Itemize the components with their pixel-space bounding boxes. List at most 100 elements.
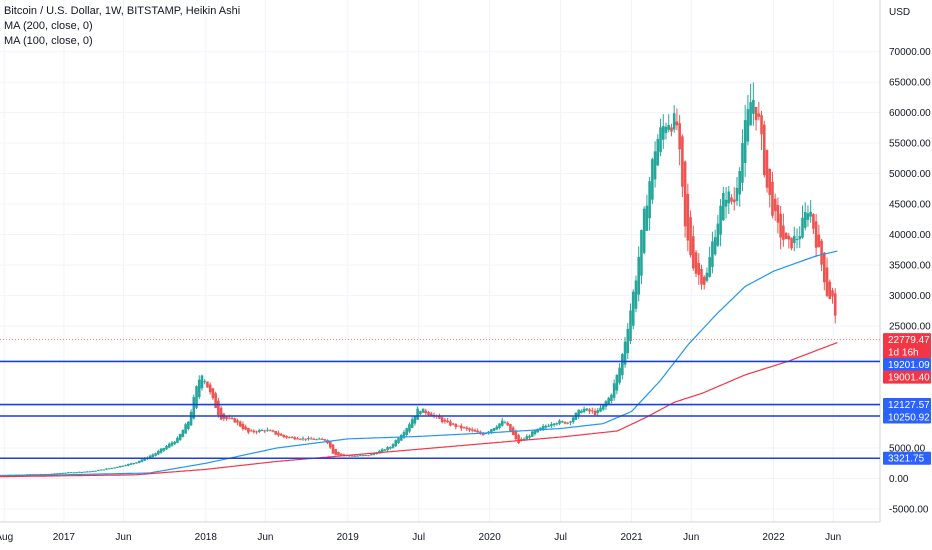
candle-body bbox=[293, 437, 297, 440]
candle-body bbox=[760, 115, 763, 135]
candle-body bbox=[304, 438, 308, 440]
x-tick-label: Jun bbox=[825, 532, 841, 543]
legend-symbol-title[interactable]: Bitcoin / U.S. Dollar, 1W, BITSTAMP, Hei… bbox=[4, 5, 241, 17]
candle-body bbox=[711, 241, 714, 267]
price-tag-label: 3321.75 bbox=[888, 454, 925, 465]
candle-body bbox=[623, 341, 627, 365]
candle-body bbox=[113, 467, 116, 469]
candle-body bbox=[118, 465, 122, 468]
candle-body bbox=[427, 411, 430, 415]
candle-body bbox=[334, 449, 338, 455]
y-tick-label: 60000.00 bbox=[889, 108, 931, 119]
candle-body bbox=[208, 384, 212, 393]
x-tick-label: Jul bbox=[412, 532, 425, 543]
candle-body bbox=[271, 430, 275, 432]
candle-body bbox=[0, 474, 2, 476]
candle-body bbox=[129, 463, 133, 465]
candle-body bbox=[416, 408, 419, 420]
candle-body bbox=[241, 423, 245, 430]
candle-body bbox=[533, 430, 537, 435]
candle-body bbox=[389, 446, 392, 449]
candle-body bbox=[105, 468, 108, 470]
candle-body bbox=[629, 310, 632, 342]
candle-body bbox=[509, 424, 512, 432]
candle-body bbox=[779, 213, 782, 238]
candle-body bbox=[369, 454, 373, 456]
candle-body bbox=[468, 428, 471, 431]
candle-body bbox=[408, 424, 411, 432]
candle-body bbox=[498, 423, 501, 429]
candle-body bbox=[675, 121, 679, 126]
candle-body bbox=[318, 438, 321, 440]
candle-body bbox=[681, 136, 684, 187]
candle-body bbox=[339, 453, 343, 456]
candle-body bbox=[157, 450, 160, 455]
candle-body bbox=[820, 240, 823, 265]
y-tick-label: 50000.00 bbox=[889, 169, 931, 180]
candle-body bbox=[626, 328, 630, 354]
candle-body bbox=[713, 237, 717, 255]
y-tick-label: 30000.00 bbox=[889, 291, 931, 302]
candle-body bbox=[380, 449, 384, 453]
candle-body bbox=[806, 213, 810, 220]
candle-body bbox=[569, 421, 572, 423]
candle-body bbox=[727, 191, 731, 204]
candle-body bbox=[700, 269, 703, 285]
support-levels bbox=[0, 360, 880, 460]
y-tick-label: -5000.00 bbox=[889, 504, 929, 515]
candle-body bbox=[9, 474, 13, 476]
candle-body bbox=[110, 467, 114, 469]
legend-ma100[interactable]: MA (100, close, 0) bbox=[4, 35, 93, 47]
candle-body bbox=[580, 410, 583, 414]
candle-body bbox=[34, 474, 37, 476]
candle-body bbox=[282, 434, 286, 438]
candle-body bbox=[746, 109, 750, 142]
candle-body bbox=[296, 438, 299, 440]
candle-body bbox=[402, 432, 406, 438]
candle-body bbox=[607, 397, 610, 405]
price-tag bbox=[883, 398, 931, 412]
candle-body bbox=[610, 394, 613, 401]
candle-body bbox=[233, 418, 237, 423]
candle-body bbox=[784, 232, 788, 239]
candle-body bbox=[645, 205, 649, 231]
candle-body bbox=[219, 407, 223, 420]
candle-body bbox=[689, 217, 692, 256]
candle-body bbox=[45, 473, 48, 475]
candle-body bbox=[69, 472, 73, 474]
candle-body bbox=[694, 252, 698, 274]
candle-body bbox=[140, 459, 144, 462]
candle-body bbox=[102, 469, 106, 471]
candle-body bbox=[661, 126, 665, 140]
price-tag-label: 1d 16h bbox=[888, 348, 919, 359]
candle-body bbox=[399, 434, 403, 441]
price-tag-label: 19001.40 bbox=[888, 373, 930, 384]
price-tag bbox=[883, 345, 931, 359]
candle-body bbox=[449, 421, 452, 426]
candle-body bbox=[263, 430, 267, 432]
candle-body bbox=[809, 211, 812, 217]
candle-body bbox=[356, 455, 359, 457]
x-tick-label: Jun bbox=[115, 532, 131, 543]
candle-body bbox=[730, 197, 733, 202]
candle-body bbox=[200, 375, 204, 389]
candle-body bbox=[173, 441, 176, 445]
candle-body bbox=[176, 437, 179, 443]
x-tick-label: 2018 bbox=[195, 532, 218, 543]
candle-body bbox=[39, 473, 43, 475]
candle-body bbox=[167, 443, 171, 448]
candle-body bbox=[454, 424, 458, 428]
candle-body bbox=[410, 419, 414, 428]
candle-body bbox=[722, 192, 725, 221]
legend-ma200[interactable]: MA (200, close, 0) bbox=[4, 20, 93, 32]
candle-body bbox=[274, 431, 277, 435]
candle-body bbox=[593, 410, 597, 416]
candle-body bbox=[757, 113, 761, 117]
candle-body bbox=[170, 442, 174, 446]
x-tick-label: 2019 bbox=[337, 532, 360, 543]
candle-body bbox=[288, 436, 291, 438]
candle-body bbox=[812, 214, 815, 229]
candle-body bbox=[148, 455, 152, 459]
candle-body bbox=[419, 411, 422, 415]
